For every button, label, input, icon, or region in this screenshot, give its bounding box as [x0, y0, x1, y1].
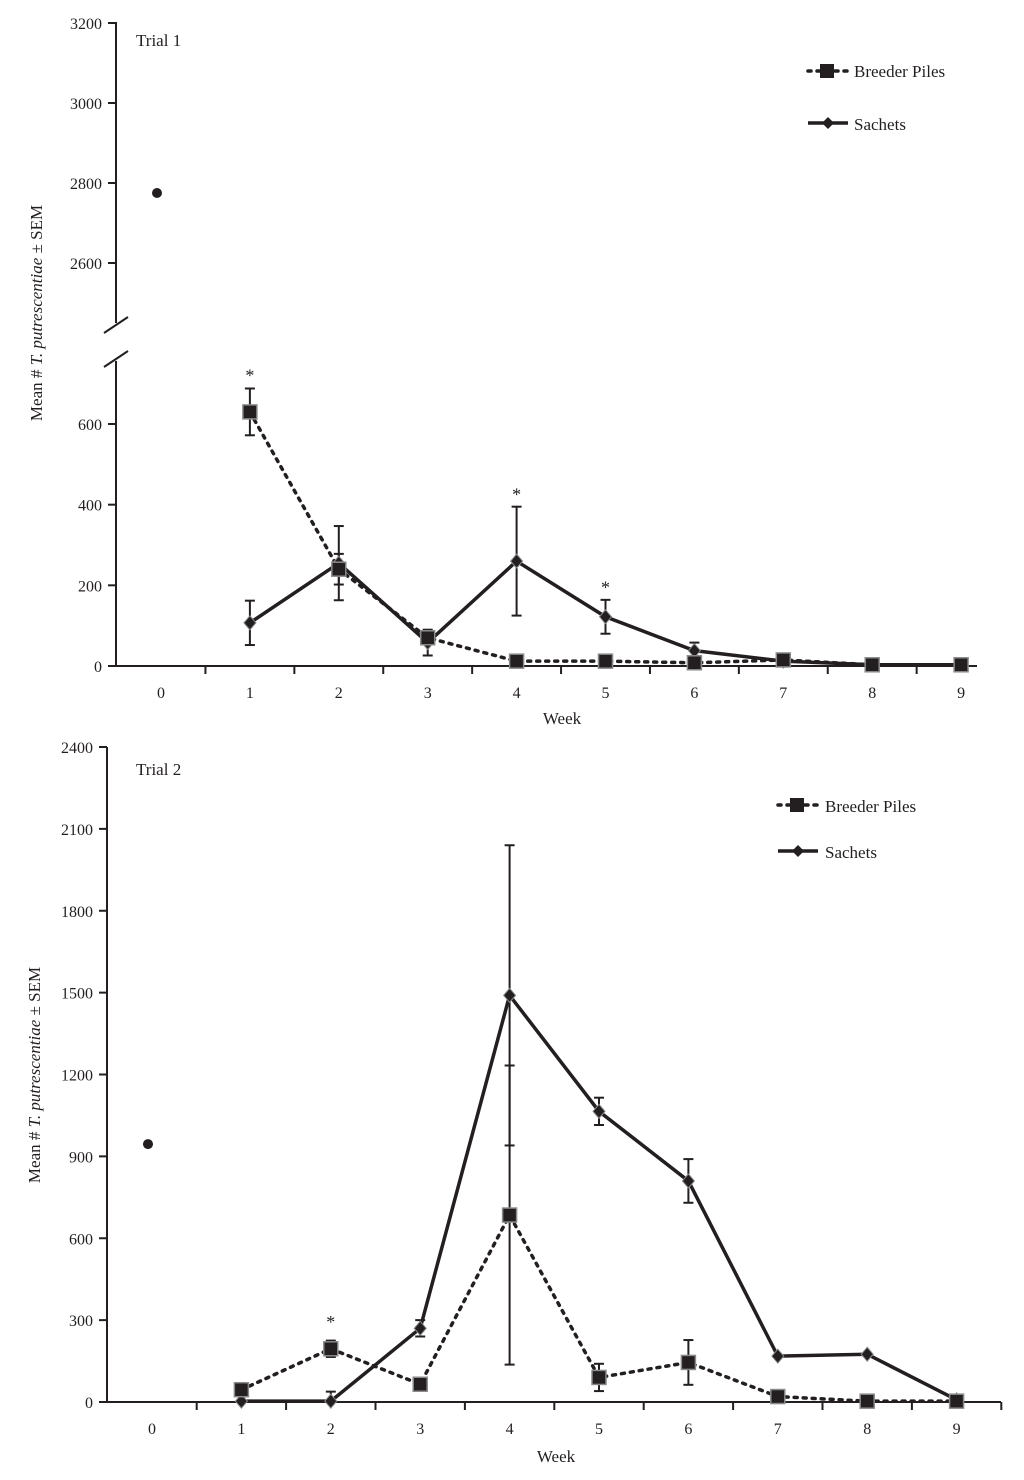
significance-marker: * [512, 485, 521, 505]
legend-breeder-piles-marker [820, 64, 834, 78]
x-tick-label: 2 [335, 685, 343, 702]
y-tick-label: 3200 [70, 16, 102, 33]
breeder-piles-point [948, 1393, 965, 1409]
y-tick-label: 1800 [61, 904, 93, 921]
breeder-piles-point [859, 1393, 875, 1409]
legend-breeder-piles-marker [790, 798, 804, 812]
x-tick-label: 6 [684, 1421, 692, 1438]
y-tick-label: 3000 [70, 96, 102, 113]
y-tick-label: 200 [78, 578, 102, 595]
sachets-point [771, 1348, 785, 1364]
breeder-piles-point [508, 653, 525, 669]
breeder-piles-point [597, 653, 614, 669]
x-tick-label: 0 [148, 1421, 156, 1438]
trial-1-chart: Trial 1 Mean # T. putrescentiae ± SEM We… [27, 16, 977, 728]
breeder-piles-point [323, 1341, 339, 1357]
sachets-point [509, 553, 524, 569]
axis-break-mark-upper [103, 316, 129, 334]
sachets-point [681, 1173, 696, 1189]
legend-breeder-piles-label: Breeder Piles [854, 62, 945, 81]
trial-2-title: Trial 2 [136, 760, 181, 779]
x-tick-label: 4 [513, 685, 521, 702]
y-tick-label: 0 [94, 659, 102, 676]
trial-1-legend: Breeder Piles Sachets [806, 62, 945, 134]
trial-2-chart: Trial 2 Mean # T. putrescentiae ± SEM We… [25, 740, 1003, 1466]
x-tick-label: 3 [416, 1421, 424, 1438]
breeder-piles-point [591, 1369, 607, 1386]
trial-2-legend: Breeder Piles Sachets [776, 797, 916, 862]
significance-marker: * [601, 577, 610, 597]
y-tick-label: 1200 [61, 1068, 93, 1085]
sachets-point [413, 1320, 427, 1337]
x-tick-label: 8 [868, 685, 876, 702]
y-tick-label: 400 [78, 498, 102, 515]
breeder-piles-point [419, 630, 436, 646]
legend-sachets-label: Sachets [825, 843, 877, 862]
x-tick-label: 4 [506, 1421, 514, 1438]
x-tick-label: 1 [237, 1421, 245, 1438]
y-tick-label: 0 [85, 1395, 93, 1412]
trial-2-x-axis-label: Week [537, 1447, 576, 1466]
y-tick-label: 2600 [70, 256, 102, 273]
x-tick-label: 8 [863, 1421, 871, 1438]
breeder-piles-point [501, 1207, 518, 1223]
trial-2-markers: * [143, 987, 965, 1409]
y-tick-label: 1500 [61, 986, 93, 1003]
legend-breeder-piles-label: Breeder Piles [825, 797, 916, 816]
trial-1-y-axis-label: Mean # T. putrescentiae ± SEM [27, 205, 46, 421]
trial-2-ticks: 0 300 600 900 1200 1500 1800 2100 2400 0 1 2 3 4 5 6 7 8 9 [61, 740, 1003, 1438]
y-tick-label: 600 [78, 417, 102, 434]
sachets-point [324, 1393, 338, 1409]
trial-2-y-axis-label: Mean # T. putrescentiae ± SEM [25, 967, 44, 1183]
initial-population-point [152, 188, 162, 198]
x-tick-label: 3 [424, 685, 432, 702]
x-tick-label: 0 [157, 685, 165, 702]
trial-1-ticks: 0 200 400 600 2600 2800 3000 3200 0 1 2 3 4 5 6 7 8 9 [70, 16, 965, 702]
x-tick-label: 9 [953, 1421, 961, 1438]
trial-1-axes [103, 22, 977, 667]
breeder-piles-point [770, 1388, 786, 1405]
breeder-piles-point [331, 561, 347, 577]
x-tick-label: 7 [779, 685, 787, 702]
trial-1-markers: * * * [152, 188, 969, 673]
sachets-point [860, 1346, 874, 1363]
sachets-point [598, 609, 613, 625]
x-tick-label: 7 [774, 1421, 782, 1438]
sachets-point [234, 1393, 249, 1409]
breeder-piles-point [953, 657, 969, 673]
y-tick-label: 2100 [61, 822, 93, 839]
breeder-piles-point [233, 1381, 250, 1398]
breeder-piles-point [680, 1354, 697, 1371]
x-tick-label: 9 [957, 685, 965, 702]
x-tick-label: 5 [602, 685, 610, 702]
breeder-piles-point [686, 655, 703, 671]
initial-population-point [143, 1139, 153, 1150]
breeder-piles-point [775, 652, 792, 668]
axis-break-mark-lower [103, 350, 129, 368]
significance-marker: * [245, 366, 254, 386]
y-tick-label: 300 [69, 1313, 93, 1330]
sachets-point [243, 615, 257, 631]
breeder-piles-point [864, 657, 880, 673]
trial-1-title: Trial 1 [136, 31, 181, 50]
legend-sachets-marker [792, 845, 804, 857]
x-tick-label: 6 [690, 685, 698, 702]
y-tick-label: 600 [69, 1231, 93, 1248]
x-tick-label: 5 [595, 1421, 603, 1438]
significance-marker: * [326, 1312, 335, 1332]
legend-sachets-marker [822, 117, 834, 129]
trial-1-x-axis-label: Week [543, 709, 582, 728]
breeder-piles-point [242, 404, 258, 420]
y-tick-label: 2400 [61, 740, 93, 757]
sachets-point [502, 987, 517, 1004]
x-tick-label: 1 [246, 685, 254, 702]
x-tick-label: 2 [327, 1421, 335, 1438]
y-tick-label: 2800 [70, 176, 102, 193]
breeder-piles-point [412, 1376, 428, 1393]
y-tick-label: 900 [69, 1149, 93, 1166]
sachets-point [592, 1103, 606, 1120]
legend-sachets-label: Sachets [854, 115, 906, 134]
